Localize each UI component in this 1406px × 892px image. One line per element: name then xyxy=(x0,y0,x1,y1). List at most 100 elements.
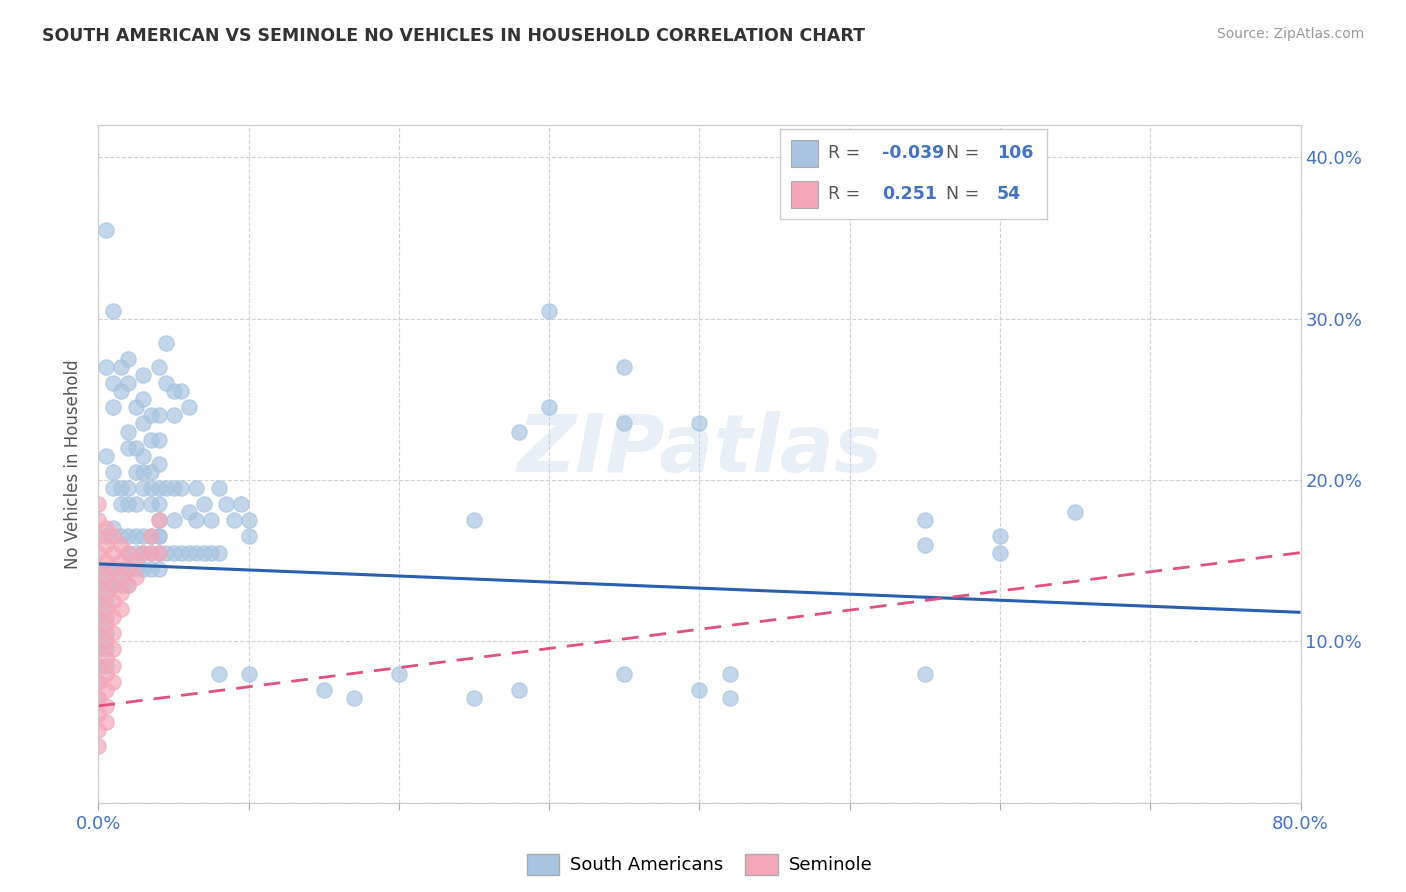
Point xyxy=(162,409,184,423)
Point xyxy=(87,674,110,689)
Text: N =: N = xyxy=(946,145,984,162)
Point xyxy=(132,529,155,543)
Point xyxy=(103,376,125,391)
Point xyxy=(718,666,741,681)
Point xyxy=(110,359,132,374)
Point xyxy=(132,417,155,431)
Point xyxy=(94,578,117,592)
Point xyxy=(170,546,193,560)
Point xyxy=(87,626,110,640)
Point xyxy=(117,376,139,391)
Point xyxy=(613,359,636,374)
Point xyxy=(125,546,148,560)
Point xyxy=(170,481,193,495)
Point xyxy=(139,546,162,560)
Point xyxy=(117,497,139,511)
Point xyxy=(110,537,132,551)
Point xyxy=(87,513,110,527)
Point xyxy=(94,537,117,551)
Point xyxy=(110,562,132,576)
Point xyxy=(117,441,139,455)
Point xyxy=(1064,505,1087,519)
Point xyxy=(155,335,177,350)
Point xyxy=(87,562,110,576)
Point xyxy=(139,529,162,543)
Point xyxy=(132,481,155,495)
Point xyxy=(110,570,132,584)
Point xyxy=(538,401,561,415)
Point xyxy=(103,674,125,689)
Point xyxy=(87,739,110,754)
Point xyxy=(103,594,125,608)
Point xyxy=(117,546,139,560)
Text: N =: N = xyxy=(946,186,984,203)
Point xyxy=(87,578,110,592)
Text: -0.039: -0.039 xyxy=(882,145,943,162)
Point xyxy=(155,376,177,391)
Point xyxy=(94,715,117,730)
Point xyxy=(538,303,561,318)
Point xyxy=(343,690,366,705)
Point xyxy=(177,505,200,519)
Point xyxy=(184,513,207,527)
Point xyxy=(508,682,530,697)
Point xyxy=(162,384,184,399)
Point xyxy=(103,642,125,657)
Point xyxy=(388,666,411,681)
Point xyxy=(139,497,162,511)
Point xyxy=(139,546,162,560)
Point xyxy=(87,562,110,576)
Point xyxy=(117,546,139,560)
Point xyxy=(148,497,170,511)
Point xyxy=(117,578,139,592)
Point xyxy=(117,562,139,576)
Point xyxy=(110,529,132,543)
Point xyxy=(87,578,110,592)
Point xyxy=(117,351,139,366)
Point xyxy=(162,481,184,495)
Point xyxy=(87,723,110,738)
Point xyxy=(184,481,207,495)
Point xyxy=(125,465,148,479)
Point xyxy=(94,586,117,600)
Point xyxy=(87,690,110,705)
Point xyxy=(132,392,155,407)
Point xyxy=(162,513,184,527)
Point xyxy=(87,546,110,560)
Point xyxy=(103,578,125,592)
Point xyxy=(148,513,170,527)
Point xyxy=(103,610,125,624)
Point xyxy=(94,554,117,568)
Point xyxy=(148,481,170,495)
Point xyxy=(914,513,936,527)
Point xyxy=(94,682,117,697)
Point xyxy=(463,690,485,705)
Point xyxy=(125,497,148,511)
Point xyxy=(148,562,170,576)
Point xyxy=(87,690,110,705)
Point xyxy=(148,546,170,560)
Point xyxy=(87,658,110,673)
Text: 54: 54 xyxy=(997,186,1021,203)
Point xyxy=(117,425,139,439)
Point xyxy=(94,626,117,640)
Point xyxy=(87,610,110,624)
Point xyxy=(139,481,162,495)
Text: 106: 106 xyxy=(997,145,1033,162)
Point xyxy=(162,546,184,560)
Point xyxy=(94,666,117,681)
Point xyxy=(87,642,110,657)
Point xyxy=(689,682,711,697)
Point xyxy=(132,368,155,382)
Point xyxy=(110,497,132,511)
Point xyxy=(103,626,125,640)
Point xyxy=(87,594,110,608)
Y-axis label: No Vehicles in Household: No Vehicles in Household xyxy=(65,359,83,569)
Bar xyxy=(792,140,818,167)
Point xyxy=(200,513,222,527)
Point xyxy=(110,578,132,592)
Point xyxy=(87,642,110,657)
Point xyxy=(94,602,117,616)
Point xyxy=(117,529,139,543)
Point xyxy=(208,666,231,681)
